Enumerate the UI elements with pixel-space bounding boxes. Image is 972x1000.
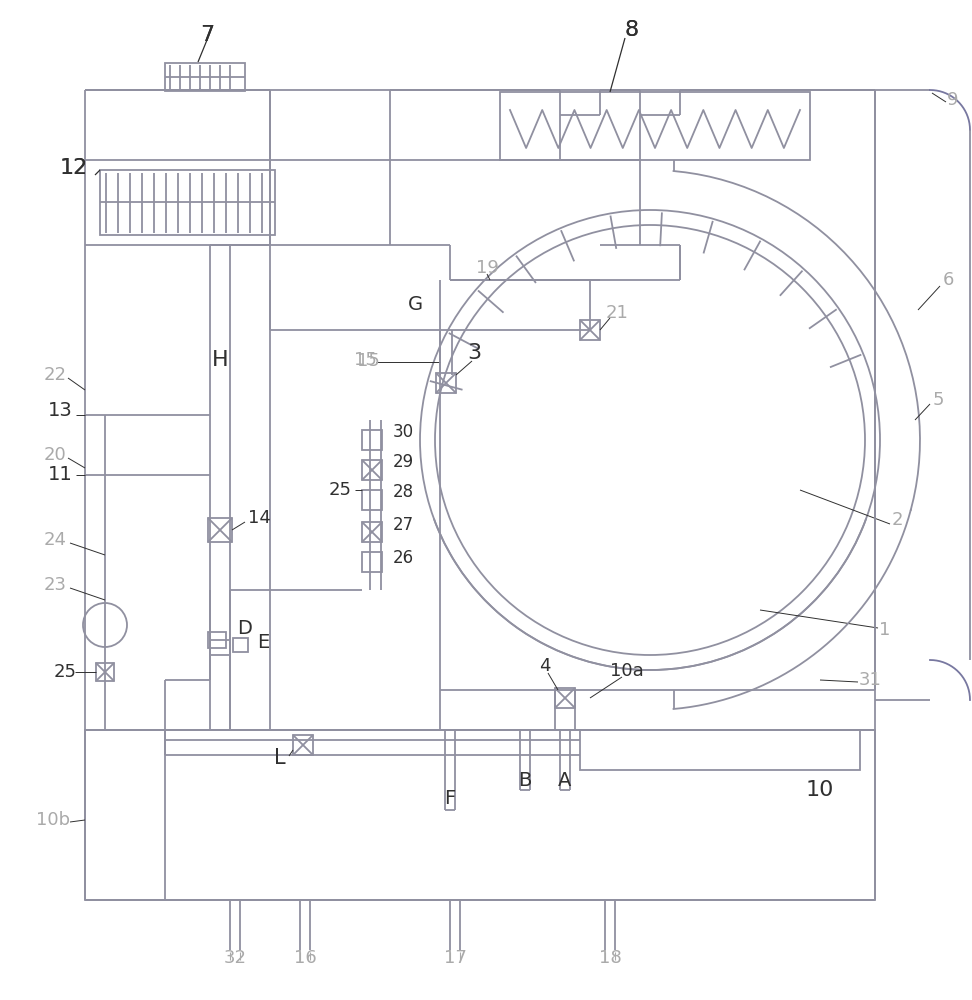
- Bar: [580, 730, 860, 770]
- Text: 24: 24: [44, 531, 66, 549]
- Text: 25: 25: [53, 663, 77, 681]
- Text: 13: 13: [48, 400, 72, 420]
- Text: 30: 30: [393, 423, 413, 441]
- Text: B: B: [518, 770, 532, 790]
- Text: 22: 22: [44, 366, 66, 384]
- Bar: [96, 663, 114, 681]
- Text: 27: 27: [393, 516, 413, 534]
- Text: G: G: [407, 296, 423, 314]
- Text: E: E: [257, 634, 269, 652]
- Text: 4: 4: [539, 657, 551, 675]
- Text: 31: 31: [858, 671, 882, 689]
- Bar: [362, 460, 382, 480]
- Bar: [208, 632, 226, 648]
- Text: 29: 29: [393, 453, 413, 471]
- Text: 10a: 10a: [610, 662, 643, 680]
- Text: 5: 5: [932, 391, 944, 409]
- Text: 6: 6: [942, 271, 954, 289]
- Text: 3: 3: [467, 343, 481, 363]
- Text: 12: 12: [59, 158, 88, 178]
- Text: 23: 23: [44, 576, 66, 594]
- Text: 7: 7: [200, 25, 214, 45]
- Text: D: D: [237, 618, 253, 638]
- Bar: [85, 730, 875, 900]
- Bar: [362, 522, 382, 542]
- Bar: [580, 320, 600, 340]
- Text: 7: 7: [200, 25, 214, 45]
- Text: A: A: [558, 770, 572, 790]
- Bar: [233, 638, 248, 652]
- Bar: [165, 63, 245, 91]
- Text: 8: 8: [625, 20, 639, 40]
- Text: 21: 21: [606, 304, 629, 322]
- Text: 15: 15: [354, 351, 376, 369]
- Bar: [208, 518, 232, 542]
- Text: 32: 32: [224, 949, 247, 967]
- Bar: [362, 430, 382, 450]
- Text: 8: 8: [625, 20, 639, 40]
- Text: 28: 28: [393, 483, 413, 501]
- Text: 15: 15: [357, 352, 379, 370]
- Text: 10: 10: [806, 780, 834, 800]
- Text: 26: 26: [393, 549, 413, 567]
- Bar: [436, 373, 456, 393]
- Bar: [555, 688, 575, 708]
- Text: F: F: [444, 788, 456, 808]
- Text: 20: 20: [44, 446, 66, 464]
- Bar: [500, 92, 810, 160]
- Text: 2: 2: [891, 511, 903, 529]
- Bar: [362, 552, 382, 572]
- Bar: [100, 170, 275, 235]
- Text: 9: 9: [948, 91, 958, 109]
- Text: H: H: [212, 350, 228, 370]
- Text: 25: 25: [329, 481, 352, 499]
- Text: 16: 16: [294, 949, 316, 967]
- Text: 12: 12: [59, 158, 88, 178]
- Text: 17: 17: [443, 949, 467, 967]
- Text: 14: 14: [248, 509, 270, 527]
- Bar: [293, 735, 313, 755]
- Bar: [362, 490, 382, 510]
- Text: 11: 11: [48, 466, 72, 485]
- Text: 10b: 10b: [36, 811, 70, 829]
- Text: 1: 1: [880, 621, 890, 639]
- Text: L: L: [274, 748, 286, 768]
- Text: 19: 19: [475, 259, 499, 277]
- Text: 18: 18: [599, 949, 621, 967]
